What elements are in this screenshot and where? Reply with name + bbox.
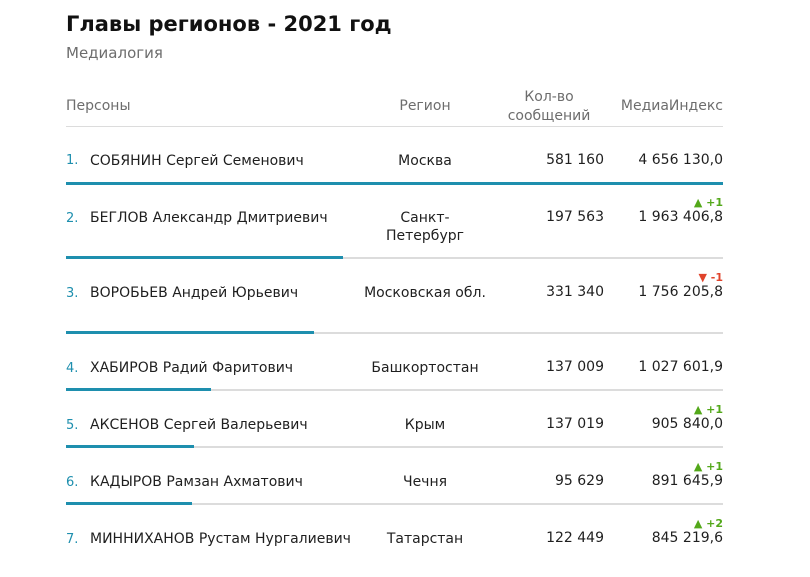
arrow-down-icon: ▼ [698,271,707,284]
rank-number: 4. [66,361,79,376]
region-name: Чечня [402,474,448,490]
table-row[interactable]: 2. БЕГЛОВ Александр Дмитриевич Санкт-Пет… [66,185,723,259]
media-index-bar [66,256,343,259]
rank-number: 2. [66,211,79,226]
column-header-region[interactable]: Регион [399,98,451,114]
message-count: 95 629 [555,473,604,489]
message-count: 122 449 [546,530,604,546]
rank-change-value: +1 [706,403,723,416]
message-count: 197 563 [546,209,604,225]
media-index-bar [66,182,723,185]
column-header-count[interactable]: Кол-во сообщений [494,88,604,126]
table-header: Персоны Регион Кол-во сообщений МедиаИнд… [66,88,723,127]
media-index-value: 1 027 601,9 [638,359,723,375]
message-count: 137 019 [546,416,604,432]
media-index-bar [66,388,211,391]
person-name: ВОРОБЬЕВ Андрей Юрьевич [90,285,299,301]
table-row[interactable]: 3. ВОРОБЬЕВ Андрей Юрьевич Московская об… [66,259,723,334]
rank-change-badge: ▼ -1 [698,271,723,284]
rank-change-value: +2 [706,517,723,530]
message-count: 581 160 [546,152,604,168]
rank-number: 5. [66,418,79,433]
rank-change-value: +1 [706,460,723,473]
media-index-value: 4 656 130,0 [638,152,723,168]
table-row[interactable]: 4. ХАБИРОВ Радий Фаритович Башкортостан … [66,334,723,391]
person-name: АКСЕНОВ Сергей Валерьевич [90,417,308,433]
rank-change-value: +1 [706,196,723,209]
table-row[interactable]: 6. КАДЫРОВ Рамзан Ахматович Чечня 95 629… [66,448,723,505]
message-count: 331 340 [546,284,604,300]
rank-number: 1. [66,153,79,168]
region-name: Крым [404,417,446,433]
media-index-value: 1 963 406,8 [638,209,723,225]
region-name: Санкт-Петербург [386,210,464,244]
media-index-bar [66,445,194,448]
column-header-count-line1: Кол-во [524,89,574,105]
column-header-count-line2: сообщений [507,108,591,124]
arrow-up-icon: ▲ [693,403,703,416]
media-index-value: 891 645,9 [651,473,723,489]
arrow-up-icon: ▲ [693,460,703,473]
person-name: ХАБИРОВ Радий Фаритович [90,360,294,376]
table-row[interactable]: 7. МИННИХАНОВ Рустам Нургалиевич Татарст… [66,505,723,577]
rank-change-badge: ▲ +1 [694,403,723,416]
rank-change-badge: ▲ +1 [694,196,723,209]
person-name: БЕГЛОВ Александр Дмитриевич [90,210,328,226]
arrow-up-icon: ▲ [693,517,703,530]
rank-change-badge: ▲ +1 [694,460,723,473]
media-index-bar [66,502,192,505]
media-index-value: 845 219,6 [651,530,723,546]
media-index-bar [66,331,314,334]
region-name: Башкортостан [371,360,479,376]
region-name: Московская обл. [364,285,486,301]
table-row[interactable]: 1. СОБЯНИН Сергей Семенович Москва 581 1… [66,127,723,185]
person-name: МИННИХАНОВ Рустам Нургалиевич [90,531,351,547]
page-title: Главы регионов - 2021 год [66,12,392,36]
rank-change-badge: ▲ +2 [694,517,723,530]
message-count: 137 009 [546,359,604,375]
rank-number: 7. [66,532,79,547]
rank-number: 6. [66,475,79,490]
page-subtitle: Медиалогия [66,44,163,62]
region-name: Москва [398,153,452,169]
media-index-value: 1 756 205,8 [638,284,723,300]
column-header-persons[interactable]: Персоны [66,98,131,114]
person-name: СОБЯНИН Сергей Семенович [90,153,304,169]
region-name: Татарстан [386,531,464,547]
table-row[interactable]: 5. АКСЕНОВ Сергей Валерьевич Крым 137 01… [66,391,723,448]
rank-change-value: -1 [710,271,723,284]
column-header-mediaindex[interactable]: МедиаИндекс [620,98,723,114]
arrow-up-icon: ▲ [693,196,703,209]
media-index-value: 905 840,0 [651,416,723,432]
rank-number: 3. [66,286,79,301]
person-name: КАДЫРОВ Рамзан Ахматович [90,474,303,490]
